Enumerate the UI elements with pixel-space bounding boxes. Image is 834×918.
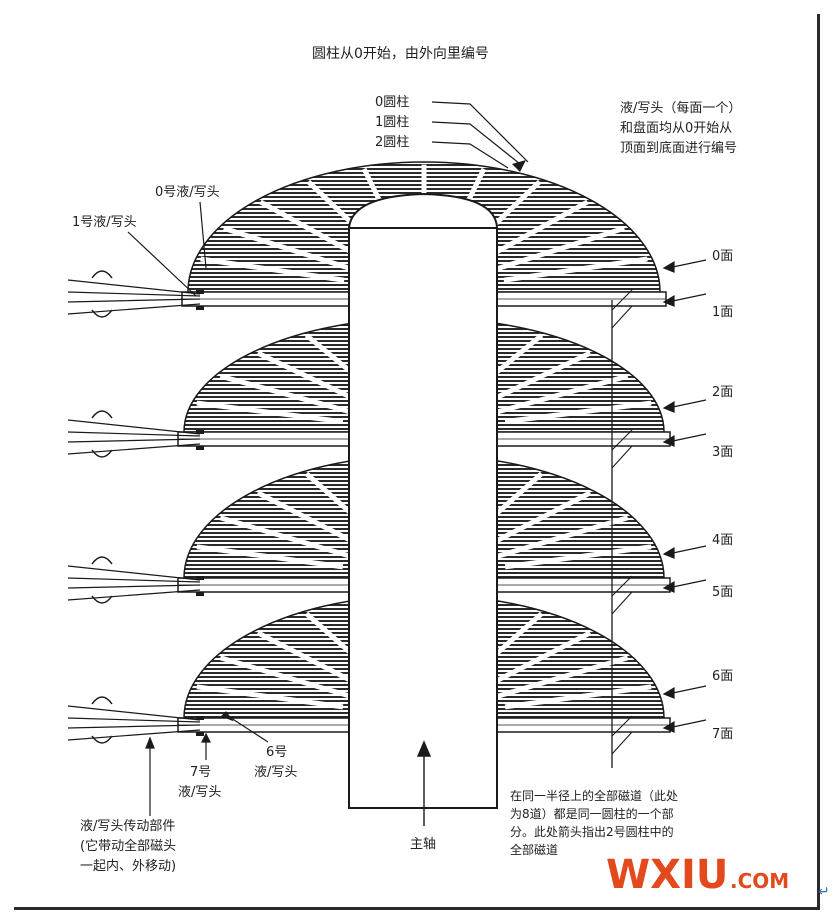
sector-gap [219,515,352,559]
cylinder-arrowhead [512,160,526,172]
sector-gap [482,490,592,550]
surface-label-2: 2面 [712,385,733,400]
sector-gap [196,400,344,425]
sector-gap [222,225,354,272]
read-write-head [196,716,204,720]
sector-gap [219,655,352,699]
head-label-7-line-2: 液/写头 [178,785,221,800]
track-note-line-2: 为8道）都是同一圆柱的一个部 [510,806,674,821]
surface-arrowhead [662,294,675,307]
sector-gap [496,515,629,559]
return-mark-icon: ↵ [818,884,830,900]
bottom-head-leaders [145,711,269,816]
sector-gap [503,256,648,283]
sector-gap [504,544,652,570]
sector-gap [196,544,344,570]
track-arrow-line [611,591,633,615]
sector-gap [196,684,344,710]
track-arrow-line [611,731,633,755]
read-write-head [196,446,204,450]
surface-label-1: 1面 [712,305,733,320]
head-label-6-line-2: 液/写头 [254,765,297,780]
spindle-arrow [416,740,432,826]
read-write-head [196,592,204,596]
head-arm [67,705,201,741]
sector-gap [256,350,366,407]
actuator-note-line-1: 液/写头传动部件 [80,819,175,834]
head-note-line-2: 和盘面均从0开始从 [620,120,732,136]
head-label-1: 1号液/写头 [72,215,137,230]
watermark-logo: WXIU [606,852,728,898]
head-note-line-3: 顶面到底面进行编号 [620,140,737,156]
track-arrow-line [611,289,633,311]
head-arm [67,419,201,455]
head-note-line-1: 液/写头（每面一个） [620,100,741,116]
spindle [348,227,498,809]
surface-arrowhead [662,546,675,559]
sector-gap [256,630,366,690]
surface-label-6: 6面 [712,669,733,684]
surface-label-7: 7面 [712,727,733,742]
cylinder-label-0: 0圆柱 [375,95,409,110]
cylinder-label-2: 2圆柱 [375,135,409,150]
track-arrow-line [611,305,633,329]
head-arm [67,565,201,601]
actuator-note-line-3: 一起内、外移动) [80,858,176,874]
head-label-0: 0号液/写头 [155,185,220,200]
head-label-7-line-1: 7号 [190,765,211,780]
surface-label-0: 0面 [712,249,733,264]
read-write-head [196,306,204,310]
read-write-head [196,430,204,434]
sector-gap [496,655,629,699]
track-arrow-line [611,445,633,469]
sector-gap [219,373,352,415]
surface-label-3: 3面 [712,445,733,460]
sector-gap [482,630,592,690]
surface-label-5: 5面 [712,585,733,600]
cylinder-label-1: 1圆柱 [375,115,409,130]
surface-arrowhead [662,686,675,699]
sector-gap [256,490,366,550]
head-arm-clip [91,556,113,604]
watermark-suffix: .COM [730,869,789,893]
read-write-head [196,290,204,294]
surface-labels: 0面 1面 2面 3面 4面 5面 6面 7面 [712,249,733,742]
head-arm-clip [91,410,113,458]
head-arm [67,279,201,315]
head-label-6-line-1: 6号 [266,745,287,760]
head-arm-clip [91,270,113,318]
surface-arrowhead [662,434,675,447]
spindle-cap [347,192,499,229]
sector-gap [481,199,589,263]
cylinder-leader-lines [431,101,529,169]
track-arrow-line [611,715,633,737]
sector-gap [504,400,652,425]
read-write-head [196,732,204,736]
surface-arrowhead [662,580,675,593]
track-note-line-4: 全部磁道 [510,842,558,857]
sector-gap [200,256,345,283]
track-arrow-line [611,575,633,597]
sector-gap [482,350,592,407]
track-note-line-3: 分。此处箭头指出2号圆柱中的 [510,824,674,839]
read-write-head [196,576,204,580]
sector-gap [494,225,626,272]
sector-gap [496,373,629,415]
head-arm-clip [91,696,113,744]
surface-arrowhead [662,260,675,273]
surface-label-4: 4面 [712,533,733,548]
diagram-title: 圆柱从0开始，由外向里编号 [312,46,489,62]
surface-arrows [611,259,707,755]
spindle-label: 主轴 [410,837,436,852]
track-note-line-1: 在同一半径上的全部磁道（此处 [510,788,678,803]
actuator-note-line-2: (它带动全部磁头 [80,838,176,854]
track-arrow-line [611,429,633,451]
surface-arrowhead [662,720,675,733]
surface-arrowhead [662,400,675,413]
sector-gap [504,684,652,710]
head-leader-lines [127,201,207,297]
